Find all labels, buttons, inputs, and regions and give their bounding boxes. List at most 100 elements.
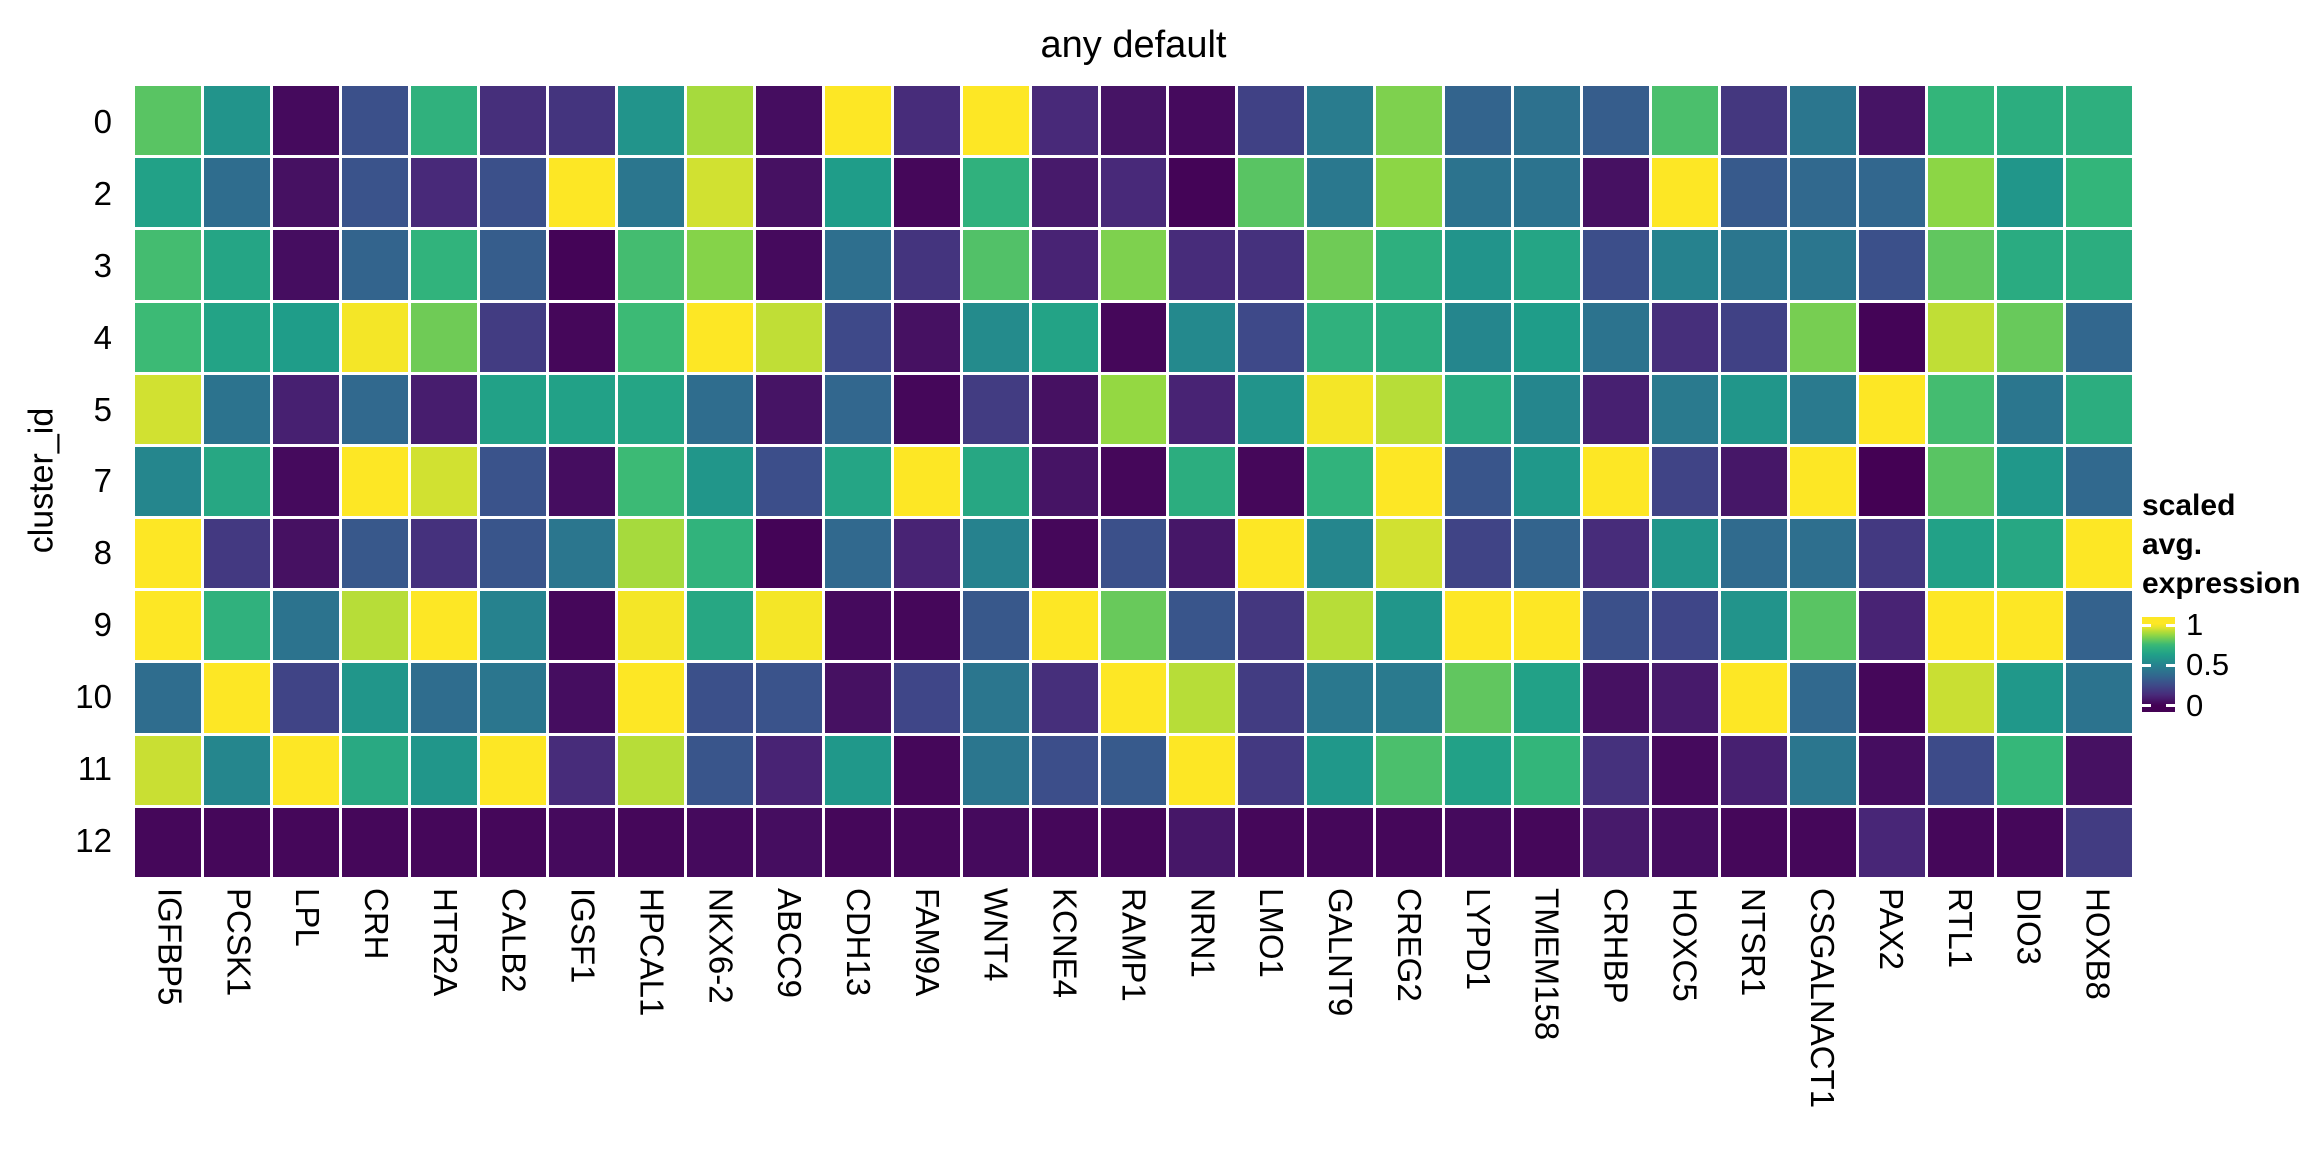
heatmap-cell xyxy=(686,519,753,589)
heatmap-cell xyxy=(1514,302,1581,372)
heatmap-cell xyxy=(1238,230,1305,300)
x-tick-label: IGFBP5 xyxy=(135,888,204,1150)
heatmap-cell xyxy=(1859,591,1926,661)
heatmap-cell xyxy=(1445,374,1512,444)
heatmap-cell xyxy=(824,158,891,228)
heatmap-cell xyxy=(1376,230,1443,300)
x-tick-label-text: HOXC5 xyxy=(1666,888,1704,1002)
x-tick-label: PAX2 xyxy=(1856,888,1925,1150)
heatmap-cell xyxy=(1100,86,1167,156)
x-tick-label: RTL1 xyxy=(1925,888,1994,1150)
heatmap-cell xyxy=(1169,446,1236,517)
heatmap-cell xyxy=(824,230,891,300)
heatmap-cell xyxy=(1790,591,1857,661)
x-tick-label: LPL xyxy=(273,888,342,1150)
heatmap-cell xyxy=(1514,591,1581,661)
heatmap-cell xyxy=(410,807,477,877)
heatmap-cell xyxy=(755,158,822,228)
heatmap-cell xyxy=(617,663,684,733)
heatmap-cell xyxy=(1997,446,2064,517)
heatmap-cell xyxy=(203,735,270,805)
heatmap-cell xyxy=(1100,374,1167,444)
x-tick-label: LYPD1 xyxy=(1443,888,1512,1150)
heatmap-cell xyxy=(1652,302,1719,372)
heatmap-cell xyxy=(548,302,615,372)
heatmap-cell xyxy=(341,519,408,589)
heatmap-cell xyxy=(479,158,546,228)
heatmap-cell xyxy=(962,735,1029,805)
y-tick-label: 5 xyxy=(93,390,112,428)
heatmap-cell xyxy=(1928,591,1995,661)
heatmap-cell xyxy=(1721,158,1788,228)
heatmap-cell xyxy=(755,663,822,733)
heatmap-cell xyxy=(1583,591,1650,661)
heatmap-cell xyxy=(341,374,408,444)
heatmap-cell xyxy=(1721,735,1788,805)
heatmap-cell xyxy=(1514,374,1581,444)
heatmap-cell xyxy=(1445,591,1512,661)
heatmap-cell xyxy=(1928,230,1995,300)
heatmap-cell xyxy=(272,446,339,517)
heatmap-cell xyxy=(1514,158,1581,228)
heatmap-cell xyxy=(1031,519,1098,589)
heatmap-cell xyxy=(2066,519,2132,589)
heatmap-cell xyxy=(1238,302,1305,372)
heatmap-cell xyxy=(1169,519,1236,589)
heatmap-cell xyxy=(1376,446,1443,517)
heatmap-cell xyxy=(410,519,477,589)
x-tick-label: IGSF1 xyxy=(548,888,617,1150)
heatmap-cell xyxy=(1307,519,1374,589)
heatmap-cell xyxy=(1652,591,1719,661)
heatmap-cell xyxy=(135,446,201,517)
heatmap-cell xyxy=(1307,735,1374,805)
x-tick-label-text: IGSF1 xyxy=(564,888,602,984)
heatmap-cell xyxy=(1652,807,1719,877)
heatmap-cell xyxy=(1583,86,1650,156)
heatmap-cell xyxy=(893,591,960,661)
heatmap-cell xyxy=(824,663,891,733)
heatmap-cell xyxy=(1238,735,1305,805)
legend-title-line2: expression xyxy=(2142,567,2301,600)
heatmap-cell xyxy=(272,591,339,661)
heatmap-cell xyxy=(1514,519,1581,589)
y-tick-label: 9 xyxy=(93,606,112,644)
heatmap-cell xyxy=(1514,230,1581,300)
heatmap-cell xyxy=(1997,807,2064,877)
heatmap-cell xyxy=(686,86,753,156)
heatmap-grid xyxy=(135,86,2132,877)
heatmap-cell xyxy=(203,591,270,661)
heatmap-cell xyxy=(1721,663,1788,733)
heatmap-cell xyxy=(893,230,960,300)
x-tick-label-text: HTR2A xyxy=(426,888,464,997)
heatmap-cell xyxy=(893,302,960,372)
heatmap-cell xyxy=(479,663,546,733)
x-tick-label-text: KCNE4 xyxy=(1046,888,1084,999)
heatmap-cell xyxy=(1031,735,1098,805)
y-tick-label: 10 xyxy=(75,678,112,716)
heatmap-cell xyxy=(686,374,753,444)
heatmap-cell xyxy=(824,302,891,372)
legend-tick-mark xyxy=(2166,663,2175,667)
heatmap-cell xyxy=(1238,663,1305,733)
heatmap-cell xyxy=(617,446,684,517)
heatmap-cell xyxy=(1169,158,1236,228)
heatmap-cell xyxy=(272,86,339,156)
heatmap-cell xyxy=(479,735,546,805)
heatmap-cell xyxy=(686,230,753,300)
heatmap-cell xyxy=(479,519,546,589)
heatmap-cell xyxy=(341,158,408,228)
heatmap-cell xyxy=(1169,86,1236,156)
y-tick-label: 11 xyxy=(77,750,112,788)
heatmap-cell xyxy=(1652,663,1719,733)
heatmap-cell xyxy=(1445,807,1512,877)
heatmap-cell xyxy=(1583,230,1650,300)
heatmap-cell xyxy=(824,86,891,156)
heatmap-cell xyxy=(479,86,546,156)
heatmap-cell xyxy=(1790,807,1857,877)
heatmap-cell xyxy=(1514,663,1581,733)
heatmap-cell xyxy=(962,591,1029,661)
heatmap-cell xyxy=(2066,663,2132,733)
heatmap-cell xyxy=(1997,374,2064,444)
heatmap-cell xyxy=(1514,735,1581,805)
heatmap-cell xyxy=(1652,230,1719,300)
